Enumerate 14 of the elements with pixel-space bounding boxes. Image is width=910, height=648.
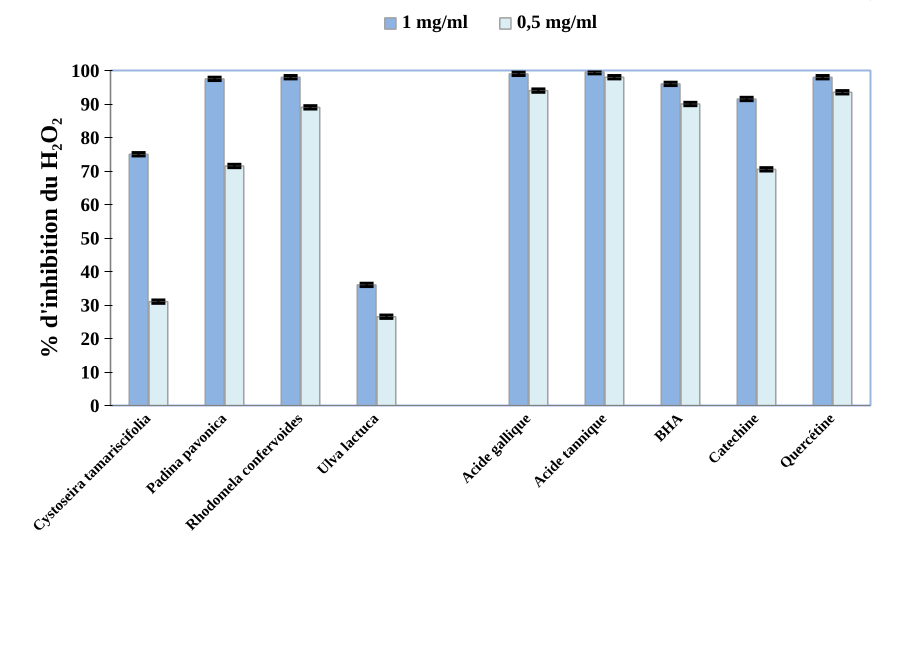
y-tick-label: 90 [80,94,100,116]
y-tick-label: 40 [80,262,100,283]
y-tick-label: 50 [80,228,100,250]
y-tick-label: 30 [80,296,100,316]
y-tick-label: 0 [90,396,100,417]
y-tick-label: 100 [71,61,100,82]
legend-label: 1 mg/ml [402,12,468,34]
y-tick-label: 80 [80,128,100,149]
y-tick-label: 70 [80,162,100,182]
legend-label: 0,5 mg/ml [516,12,598,34]
y-tick-label: 20 [80,329,100,350]
y-axis-title: % d'inhibition du H₂O₂ [37,118,63,358]
y-tick-label: 10 [80,362,100,384]
y-tick-label: 60 [80,195,100,216]
